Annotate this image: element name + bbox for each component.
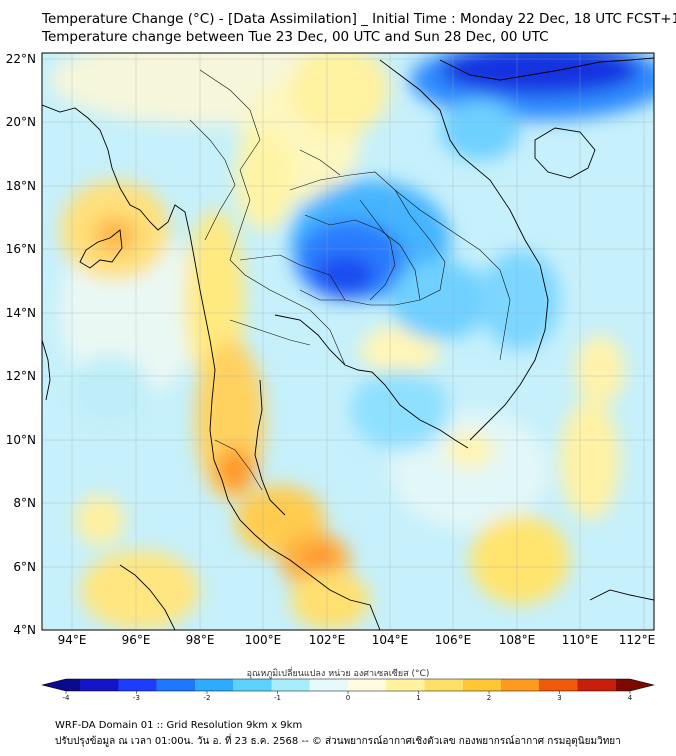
borders [189,69,511,491]
lat-label: 4°N [13,623,36,637]
lon-label: 98°E [185,633,215,647]
lon-label: 100°E [244,633,282,647]
lat-label: 20°N [5,115,36,129]
colorbar-tick-label: 3 [557,694,562,702]
lat-label: 16°N [5,242,36,256]
lat-label: 22°N [5,52,36,66]
lon-label: 112°E [618,633,656,647]
colorbar-tick-label: -1 [274,694,281,702]
colorbar-tick-label: -2 [203,694,211,702]
colorbar-tick-label: 2 [486,694,492,702]
colorbar-tick-label: 1 [416,694,421,702]
chart-title: Temperature Change (°C) - [Data Assimila… [42,11,676,27]
lon-label: 108°E [498,633,536,647]
map-frame [41,52,655,631]
lat-label: 6°N [13,560,36,574]
colorbar-tick-label: 4 [627,694,633,702]
lat-label: 14°N [5,306,36,320]
colorbar-bar [41,678,655,692]
map-area[interactable] [42,35,670,630]
colorbar-title: อุณหภูมิเปลี่ยนแปลง หน่วย องศาเซลเซียส (… [246,669,430,679]
lon-label: 104°E [371,633,409,647]
coastlines [42,57,654,630]
lon-label: 94°E [57,633,87,647]
temperature-field [50,53,654,630]
graticule [42,53,654,630]
colorbar-ticks [65,691,631,694]
lon-label: 102°E [308,633,346,647]
colorbar [41,678,655,694]
colorbar-tick-label: 0 [345,694,351,702]
footer-credit: ปรับปรุงข้อมูล ณ เวลา 01:00น. วัน อ. ที่… [55,736,621,747]
lat-label: 18°N [5,179,36,193]
colorbar-tick-label: -3 [133,694,140,702]
lat-label: 10°N [5,433,36,447]
lat-label: 8°N [13,496,36,510]
lon-label: 106°E [434,633,472,647]
lon-label: 110°E [561,633,599,647]
colorbar-tick-label: -4 [62,694,70,702]
lat-label: 12°N [5,369,36,383]
footer-model-info: WRF-DA Domain 01 :: Grid Resolution 9km … [55,720,303,731]
chart-subtitle: Temperature change between Tue 23 Dec, 0… [42,29,549,45]
lon-label: 96°E [121,633,151,647]
